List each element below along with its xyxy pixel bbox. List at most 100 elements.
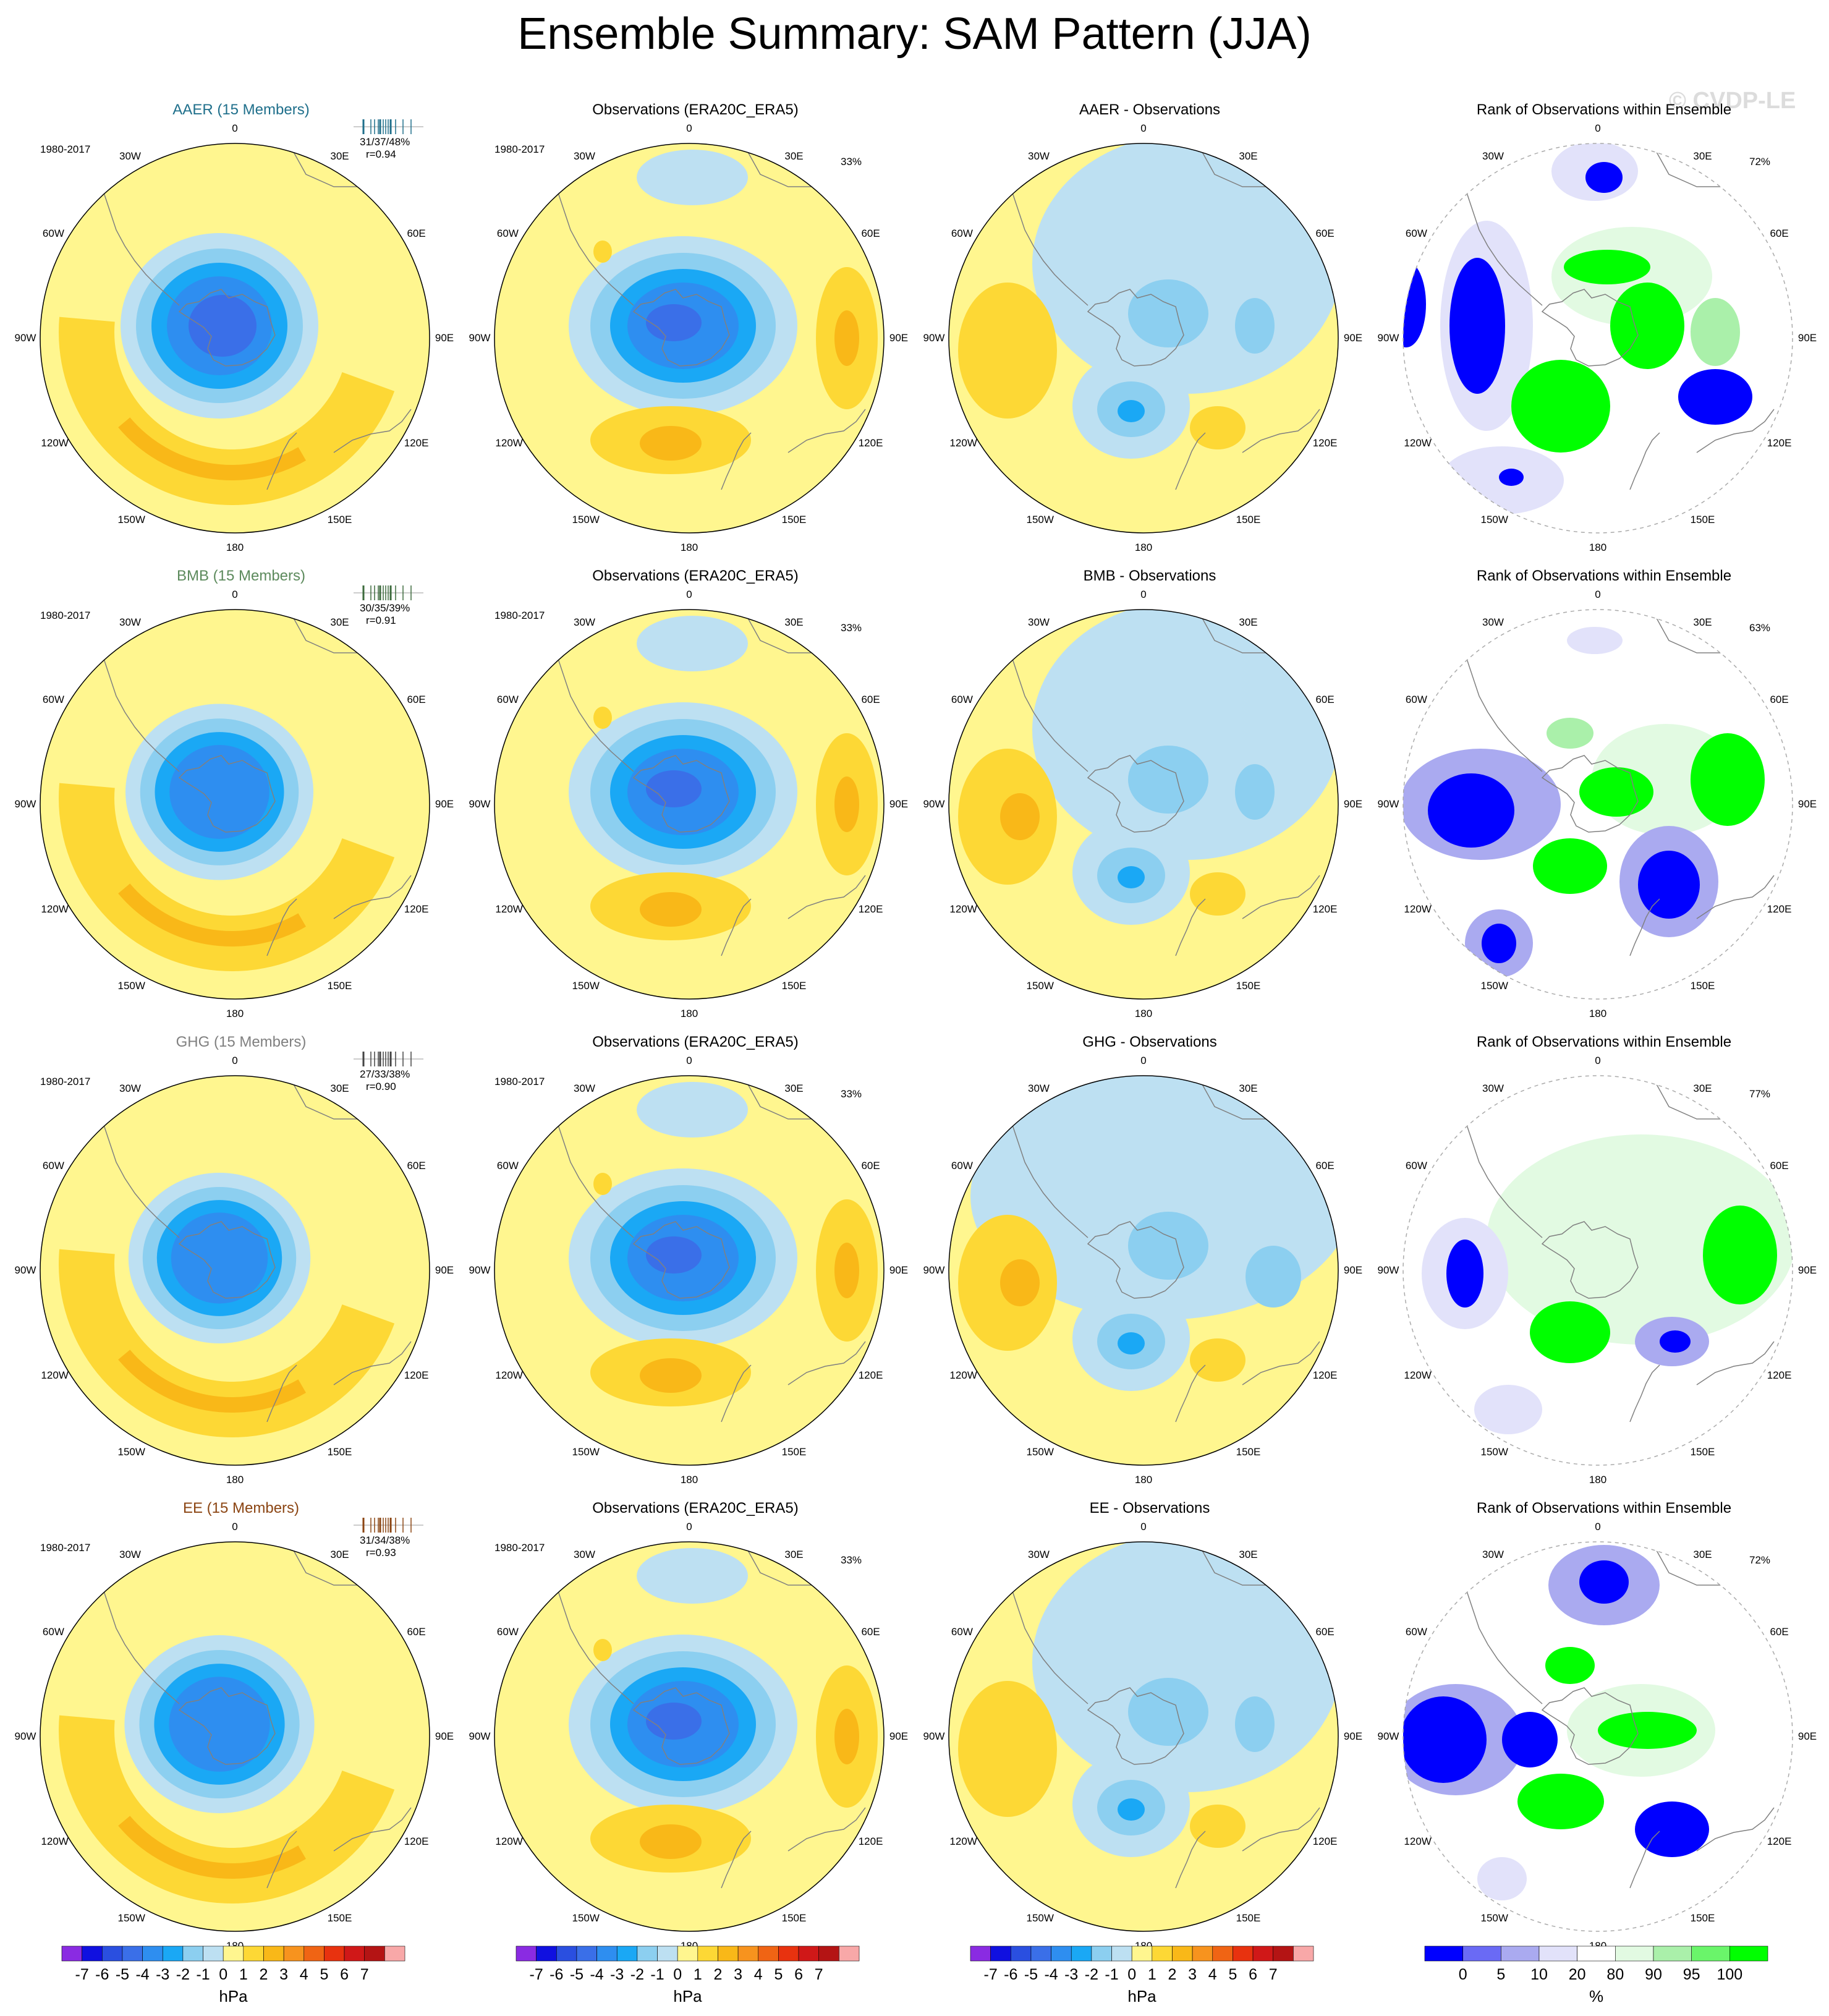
lon-label: 120W <box>495 1369 523 1381</box>
colorbar-swatch <box>1192 1946 1213 1962</box>
lon-label: 90W <box>14 798 36 810</box>
colorbar-tick-label: 6 <box>794 1966 803 1983</box>
lon-label: 0 <box>1140 589 1147 600</box>
explained-variance-label: 77% <box>1749 1088 1771 1100</box>
lon-label: 90W <box>14 1730 36 1742</box>
rank-region-2 <box>1545 1647 1595 1684</box>
positive-anomaly-east-core <box>834 1709 859 1764</box>
lon-label: 180 <box>1134 1474 1153 1486</box>
lon-label: 180 <box>1589 1008 1607 1019</box>
colorbar-swatch <box>657 1946 678 1962</box>
colorbar-tick-label: -4 <box>1044 1966 1058 1983</box>
colorbar-tick-label: 10 <box>1530 1966 1548 1983</box>
colorbar-swatch <box>1538 1946 1577 1962</box>
lon-label: 120W <box>41 1369 69 1381</box>
australia-coastline <box>1696 1807 1775 1852</box>
lon-label: 30W <box>119 1082 141 1095</box>
positive-anomaly-south-core <box>640 426 702 461</box>
lon-label: 120W <box>41 436 69 449</box>
antarctica-coastline <box>632 1221 730 1299</box>
lon-label: 150W <box>572 1912 600 1924</box>
antarctica-coastline <box>178 289 276 367</box>
lon-label: 180 <box>680 1474 698 1486</box>
member-spread-ticks <box>354 585 423 600</box>
antarctica-coastline <box>178 1221 276 1299</box>
lon-label: 120E <box>1312 436 1338 449</box>
colorbar-swatch <box>1010 1946 1032 1962</box>
colorbar-swatch <box>1653 1946 1692 1962</box>
lon-label: 60W <box>496 227 519 239</box>
lon-label: 90E <box>435 1730 454 1742</box>
colorbar-tick-label: 4 <box>754 1966 763 1983</box>
lon-label: 60W <box>496 1159 519 1172</box>
lon-label: 30E <box>1239 1082 1258 1095</box>
colorbar-tick-label: -3 <box>156 1966 169 1983</box>
map-border <box>948 1075 1339 1466</box>
pattern-stats: 27/33/38% <box>360 1068 410 1080</box>
negative-anomaly-contour-5 <box>646 304 702 341</box>
map-border <box>1403 609 1793 1000</box>
lon-label: 30W <box>574 1549 595 1561</box>
map-border <box>40 1075 430 1466</box>
lon-label: 0 <box>686 589 692 600</box>
lon-label: 90E <box>1797 798 1817 810</box>
lon-label: 60W <box>42 1625 64 1638</box>
polar-map <box>1403 609 1793 1000</box>
new-zealand-coastline <box>266 1831 297 1889</box>
lon-label: 60W <box>1405 1625 1427 1638</box>
ensemble-panel: EE (15 Members) 0 30E 60E 90E 120E 150E 180 150W… <box>15 1492 457 1952</box>
polar-map <box>1403 143 1793 534</box>
rank-region-1 <box>1703 1206 1777 1304</box>
antarctica-coastline <box>1541 289 1639 367</box>
period-label: 1980-2017 <box>494 143 545 155</box>
map-border <box>494 1541 885 1932</box>
rank-region-5 <box>1502 1712 1558 1767</box>
lon-label: 150E <box>1236 1445 1261 1458</box>
obs-panel: Observations (ERA20C_ERA5) 0 30E 60E 90E 120E… <box>469 560 912 1019</box>
colorbar-tick-label: 5 <box>1228 1966 1237 1983</box>
antarctica-coastline <box>632 289 730 367</box>
lon-label: 120E <box>858 1835 883 1847</box>
map-border <box>948 143 1339 534</box>
positive-diff-southeast <box>1190 872 1246 916</box>
lon-label: 60E <box>407 693 426 705</box>
negative-anomaly-north <box>637 616 748 671</box>
colorbar-swatch <box>798 1946 820 1962</box>
lon-label: 120W <box>949 903 977 915</box>
ensemble-panel: GHG (15 Members) 0 30E 60E 90E 120E 150E 180 150… <box>15 1026 457 1486</box>
map-border <box>40 143 430 534</box>
antarctica-coastline <box>632 755 730 833</box>
lon-label: 0 <box>1595 589 1601 600</box>
lon-label: 0 <box>1140 122 1147 134</box>
colorbar-tick-label: 0 <box>1459 1966 1467 1983</box>
colorbar-tick-label: 0 <box>1127 1966 1136 1983</box>
panel-title: Rank of Observations within Ensemble <box>1476 1034 1732 1050</box>
lon-label: 150E <box>1690 1912 1715 1924</box>
australia-coastline <box>1242 1341 1320 1385</box>
lon-label: 90W <box>1377 1264 1399 1276</box>
colorbar-tick-label: 5 <box>774 1966 783 1983</box>
colorbar-swatch <box>1691 1946 1730 1962</box>
lon-label: 90W <box>923 1264 945 1276</box>
antarctica-coastline <box>1087 755 1184 833</box>
colorbar-swatch <box>1091 1946 1112 1962</box>
new-zealand-coastline <box>266 1364 297 1423</box>
lon-label: 150W <box>572 1445 600 1458</box>
lon-label: 90W <box>469 332 491 344</box>
lon-label: 90E <box>435 332 454 344</box>
negative-diff-large <box>1032 610 1338 860</box>
obs-panel: Observations (ERA20C_ERA5) 0 30E 60E 90E 120E… <box>469 94 912 553</box>
panel-title: Observations (ERA20C_ERA5) <box>592 101 799 118</box>
lon-label: 60E <box>1315 1625 1335 1638</box>
colorbar-tick-label: 1 <box>694 1966 702 1983</box>
new-zealand-coastline <box>1175 1364 1206 1423</box>
colorbar-swatch <box>223 1946 244 1962</box>
explained-variance-label: 33% <box>841 1088 862 1100</box>
polar-map <box>1403 1075 1793 1466</box>
colorbar-unit: hPa <box>1127 1987 1156 2005</box>
colorbar-swatch <box>1501 1946 1540 1962</box>
colorbar-tick-label: 2 <box>714 1966 723 1983</box>
colorbar-tick-label: 2 <box>260 1966 268 1983</box>
rank-region-6 <box>1449 258 1505 394</box>
lon-label: 150E <box>327 1912 352 1924</box>
